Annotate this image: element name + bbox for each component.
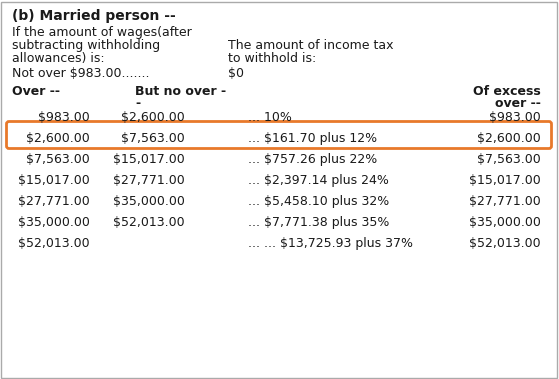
Text: $15,017.00: $15,017.00 — [113, 153, 185, 166]
Text: $27,771.00: $27,771.00 — [18, 195, 90, 208]
Text: $983.00: $983.00 — [38, 111, 90, 124]
Text: $7,563.00: $7,563.00 — [477, 153, 541, 166]
Text: $52,013.00: $52,013.00 — [18, 237, 90, 250]
Text: But no over -: But no over - — [135, 85, 226, 98]
Text: Of excess: Of excess — [473, 85, 541, 98]
Text: ... $7,771.38 plus 35%: ... $7,771.38 plus 35% — [248, 216, 390, 229]
Text: $7,563.00: $7,563.00 — [26, 153, 90, 166]
Text: The amount of income tax: The amount of income tax — [228, 39, 394, 52]
Text: $52,013.00: $52,013.00 — [113, 216, 185, 229]
Text: $2,600.00: $2,600.00 — [477, 132, 541, 145]
Text: -: - — [135, 97, 140, 110]
Text: allowances) is:: allowances) is: — [12, 52, 105, 65]
Text: ... $161.70 plus 12%: ... $161.70 plus 12% — [248, 132, 377, 145]
Text: $52,013.00: $52,013.00 — [470, 237, 541, 250]
Text: ... $5,458.10 plus 32%: ... $5,458.10 plus 32% — [248, 195, 389, 208]
Text: to withhold is:: to withhold is: — [228, 52, 316, 65]
Text: $15,017.00: $15,017.00 — [469, 174, 541, 187]
Text: ... 10%: ... 10% — [248, 111, 292, 124]
Text: If the amount of wages(after: If the amount of wages(after — [12, 26, 192, 39]
Text: $2,600.00: $2,600.00 — [121, 111, 185, 124]
Text: ... $757.26 plus 22%: ... $757.26 plus 22% — [248, 153, 377, 166]
Text: subtracting withholding: subtracting withholding — [12, 39, 160, 52]
Text: $27,771.00: $27,771.00 — [113, 174, 185, 187]
Text: $15,017.00: $15,017.00 — [18, 174, 90, 187]
Text: ... $2,397.14 plus 24%: ... $2,397.14 plus 24% — [248, 174, 389, 187]
Text: $2,600.00: $2,600.00 — [26, 132, 90, 145]
Text: $7,563.00: $7,563.00 — [121, 132, 185, 145]
Text: $27,771.00: $27,771.00 — [469, 195, 541, 208]
Text: ... ... $13,725.93 plus 37%: ... ... $13,725.93 plus 37% — [248, 237, 413, 250]
Text: $0: $0 — [228, 67, 244, 80]
Text: over --: over -- — [495, 97, 541, 110]
Text: $35,000.00: $35,000.00 — [18, 216, 90, 229]
Text: $35,000.00: $35,000.00 — [113, 195, 185, 208]
Text: Over --: Over -- — [12, 85, 60, 98]
Text: $983.00: $983.00 — [489, 111, 541, 124]
Text: Not over $983.00.......: Not over $983.00....... — [12, 67, 149, 80]
Text: $35,000.00: $35,000.00 — [469, 216, 541, 229]
Text: (b) Married person --: (b) Married person -- — [12, 9, 176, 23]
